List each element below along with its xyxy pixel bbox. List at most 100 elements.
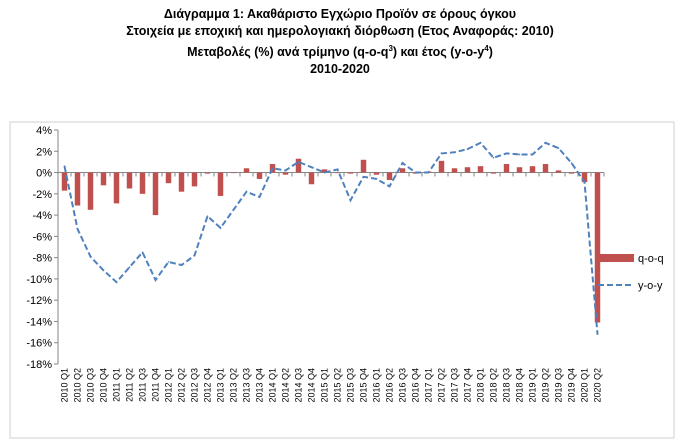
- point-yoy: [401, 162, 404, 164]
- chart-title-line-3c: ): [488, 45, 493, 60]
- bar-qoq: [321, 169, 328, 173]
- point-yoy: [89, 255, 92, 258]
- chart-title-line-4: 2010-2020: [310, 62, 370, 77]
- x-tick-label: 2016 Q1: [372, 368, 382, 403]
- bar-qoq: [503, 164, 510, 173]
- point-yoy: [531, 153, 534, 156]
- y-tick-label: -12%: [26, 295, 52, 307]
- y-tick-label: -10%: [26, 274, 52, 286]
- legend-label-qoq: q-o-q: [638, 253, 664, 265]
- point-yoy: [544, 141, 547, 144]
- point-yoy: [128, 266, 131, 269]
- x-tick-label: 2015 Q4: [359, 368, 369, 403]
- x-tick-label: 2019 Q1: [528, 368, 538, 403]
- point-yoy: [232, 208, 235, 211]
- x-tick-label: 2018 Q2: [489, 368, 499, 403]
- x-axis: 2010 Q1 2010 Q2 2010 Q3 2010 Q4 2011 Q1 2011 …: [57, 172, 605, 403]
- bar-qoq: [568, 172, 575, 174]
- bar-qoq: [464, 167, 471, 173]
- x-tick-label: 2015 Q2: [333, 368, 343, 403]
- footnote-ref-3: 3: [388, 44, 393, 53]
- point-yoy: [349, 199, 352, 201]
- point-yoy: [479, 141, 482, 144]
- x-tick-label: 2010 Q1: [60, 368, 70, 403]
- x-tick-label: 2020 Q2: [593, 368, 603, 403]
- bar-qoq: [204, 172, 211, 174]
- line-yoy: [63, 141, 599, 335]
- x-tick-label: 2013 Q2: [229, 368, 239, 403]
- point-yoy: [466, 148, 469, 150]
- point-yoy: [453, 151, 456, 154]
- point-yoy: [323, 171, 326, 174]
- point-yoy: [154, 279, 157, 281]
- point-yoy: [362, 176, 365, 178]
- y-tick-label: -14%: [26, 316, 52, 328]
- y-tick-label: -4%: [32, 210, 52, 222]
- bar-qoq: [100, 172, 107, 186]
- point-yoy: [375, 178, 378, 180]
- point-yoy: [219, 227, 222, 229]
- bar-qoq: [61, 172, 68, 191]
- x-tick-label: 2010 Q4: [99, 368, 109, 403]
- point-yoy: [310, 166, 313, 169]
- y-tick-label: -8%: [32, 253, 52, 265]
- x-tick-label: 2011 Q2: [125, 368, 135, 402]
- x-tick-label: 2016 Q2: [385, 368, 395, 403]
- bar-qoq: [334, 172, 341, 174]
- bar-qoq: [594, 172, 601, 323]
- bar-qoq: [516, 167, 523, 173]
- x-tick-label: 2013 Q4: [255, 368, 265, 403]
- point-yoy: [141, 251, 144, 254]
- chart-title-line-3b: ) και έτος (y-o-y: [392, 45, 485, 60]
- legend-label-yoy: y-o-y: [638, 280, 663, 292]
- y-tick-label: -2%: [32, 189, 52, 201]
- bar-qoq: [399, 168, 406, 173]
- bar-qoq: [555, 170, 562, 173]
- point-yoy: [570, 162, 573, 164]
- point-yoy: [258, 196, 261, 198]
- y-tick-label: -18%: [26, 359, 52, 371]
- bar-qoq: [139, 172, 146, 194]
- chart-title-block: Διάγραμμα 1: Ακαθάριστο Εγχώριο Προϊόν σ…: [0, 6, 680, 78]
- point-yoy: [102, 269, 105, 272]
- footnote-ref-4: 4: [484, 44, 489, 53]
- x-tick-label: 2013 Q1: [216, 368, 226, 403]
- bar-qoq: [451, 168, 458, 173]
- bar-qoq: [191, 172, 198, 187]
- bar-qoq: [373, 172, 380, 175]
- point-yoy: [180, 264, 183, 266]
- bar-qoq: [438, 160, 445, 173]
- y-tick-label: -16%: [26, 338, 52, 350]
- bar-qoq: [347, 172, 354, 174]
- bar-qoq: [477, 166, 484, 173]
- chart-area-border: [9, 121, 675, 439]
- point-yoy: [492, 156, 495, 159]
- point-yoy: [596, 333, 599, 336]
- point-yoy: [505, 152, 508, 155]
- bar-qoq: [542, 164, 549, 173]
- x-tick-label: 2018 Q3: [502, 368, 512, 403]
- bar-qoq: [386, 172, 393, 180]
- x-tick-label: 2014 Q2: [281, 368, 291, 403]
- x-tick-label: 2019 Q3: [554, 368, 564, 403]
- x-tick-label: 2014 Q4: [307, 368, 317, 403]
- point-yoy: [414, 171, 417, 174]
- bar-qoq: [178, 172, 185, 192]
- bar-qoq: [74, 172, 81, 206]
- y-tick-label: 4%: [36, 125, 52, 137]
- point-yoy: [115, 281, 118, 283]
- x-tick-label: 2016 Q4: [411, 368, 421, 403]
- x-tick-label: 2018 Q4: [515, 368, 525, 403]
- chart-title-line-2: Στοιχεία με εποχική και ημερολογιακή διό…: [126, 24, 554, 38]
- x-tick-label: 2018 Q1: [476, 368, 486, 403]
- bar-qoq: [152, 172, 159, 216]
- line-series: [63, 141, 599, 336]
- bar-qoq: [87, 172, 94, 210]
- bar-qoq: [282, 172, 289, 175]
- chart-title-line-1: Διάγραμμα 1: Ακαθάριστο Εγχώριο Προϊόν σ…: [163, 7, 517, 21]
- point-yoy: [427, 171, 430, 174]
- point-yoy: [518, 153, 521, 156]
- bar-qoq: [308, 172, 315, 185]
- x-tick-label: 2017 Q2: [437, 368, 447, 403]
